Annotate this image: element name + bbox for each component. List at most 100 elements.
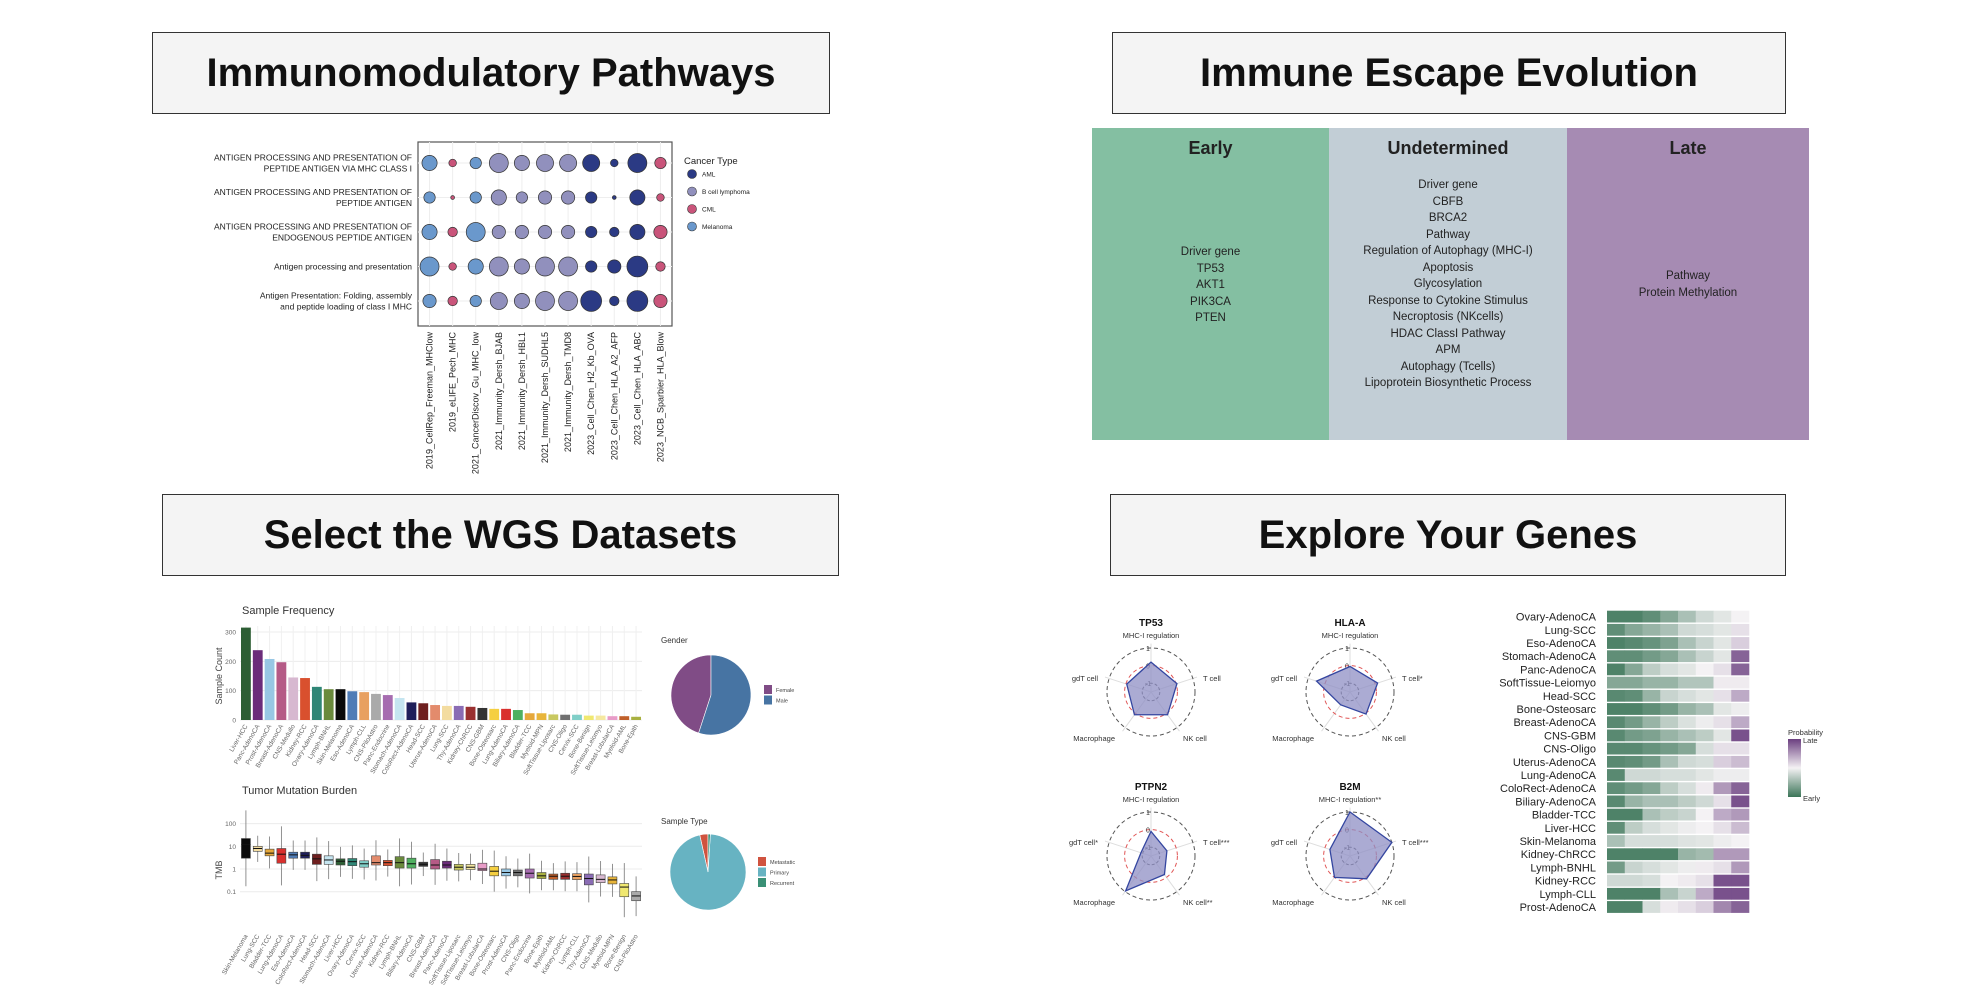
heatmap-cell xyxy=(1660,729,1679,742)
heatmap-cell xyxy=(1642,729,1661,742)
heatmap-cell xyxy=(1713,663,1732,676)
heatmap-cell xyxy=(1607,716,1626,729)
heatmap-cell xyxy=(1695,795,1714,808)
select-wgs-datasets-button[interactable]: Select the WGS Datasets xyxy=(162,494,839,576)
heatmap-cell xyxy=(1660,848,1679,861)
row-label: Lung-SCC xyxy=(1545,625,1596,637)
y-tick-label: 200 xyxy=(225,659,236,666)
box xyxy=(595,874,606,883)
column-header: Early xyxy=(1188,138,1233,158)
bar xyxy=(572,714,582,720)
legend-label: B cell lymphoma xyxy=(702,189,750,196)
heatmap-cell xyxy=(1678,742,1697,755)
legend-key xyxy=(687,169,697,179)
heatmap-cell xyxy=(1642,874,1661,887)
y-tick-label: PEPTIDE ANTIGEN xyxy=(336,198,412,208)
heatmap-cell xyxy=(1695,782,1714,795)
heatmap-cell xyxy=(1607,821,1626,834)
heatmap-cell xyxy=(1713,901,1732,913)
bar xyxy=(264,658,275,720)
row-label: Skin-Melanoma xyxy=(1520,836,1597,848)
bar xyxy=(252,650,263,720)
heatmap-cell xyxy=(1607,755,1626,768)
heatmap-cell xyxy=(1642,663,1661,676)
heatmap-cell xyxy=(1678,861,1697,874)
immunomodulatory-pathways-button[interactable]: Immunomodulatory Pathways xyxy=(152,32,830,114)
dot xyxy=(467,258,484,275)
dot xyxy=(419,256,440,277)
escape-item: Pathway xyxy=(1665,270,1711,282)
heatmap-cell xyxy=(1713,637,1732,649)
heatmap-cell xyxy=(1660,623,1679,636)
bar xyxy=(548,714,559,720)
x-tick-label: 2023_Cell_Chen_HLA_A2_AFP xyxy=(609,332,619,460)
box xyxy=(430,859,440,870)
bar xyxy=(241,627,251,720)
bar xyxy=(406,702,417,720)
heatmap-cell xyxy=(1678,716,1697,729)
heatmap-cell xyxy=(1678,808,1697,821)
heatmap-cell xyxy=(1624,821,1643,834)
heatmap-cell xyxy=(1678,835,1697,847)
heatmap-cell xyxy=(1624,663,1643,676)
heatmap-cell xyxy=(1642,716,1661,729)
immune-escape-evolution-button[interactable]: Immune Escape Evolution xyxy=(1112,32,1786,114)
heatmap-cell xyxy=(1642,703,1661,715)
heatmap-cell xyxy=(1695,716,1714,729)
axis-label: NK cell xyxy=(1382,898,1406,907)
box xyxy=(264,848,275,857)
heatmap-cell xyxy=(1642,887,1661,900)
heatmap-cell xyxy=(1731,729,1750,742)
heatmap-cell xyxy=(1642,808,1661,821)
axis-label: T cell xyxy=(1203,674,1221,683)
dot xyxy=(535,256,555,277)
card-title: Immunomodulatory Pathways xyxy=(206,50,776,95)
chart-title: B2M xyxy=(1339,782,1360,793)
dot xyxy=(423,191,436,204)
dot xyxy=(626,255,649,278)
row-label: Kidney-RCC xyxy=(1535,876,1596,888)
axis-label: Macrophage xyxy=(1272,898,1314,907)
dot xyxy=(612,195,617,200)
bar xyxy=(359,692,370,720)
heatmap-cell xyxy=(1624,716,1643,729)
heatmap-cell xyxy=(1731,703,1750,715)
bar xyxy=(536,713,547,720)
heatmap-cell xyxy=(1713,769,1732,781)
dot xyxy=(448,262,457,271)
axis-label: T cell* xyxy=(1402,674,1423,683)
timing-heatmap: Ovary-AdenoCALung-SCCEso-AdenoCAStomach-… xyxy=(1499,610,1823,914)
row-label: Biliary-AdenoCA xyxy=(1515,796,1596,808)
row-label: Kidney-ChRCC xyxy=(1521,849,1596,861)
axis-label: gdT cell xyxy=(1072,674,1098,683)
heatmap-cell xyxy=(1607,610,1626,623)
ring-0 xyxy=(1323,665,1377,719)
dot xyxy=(447,226,458,238)
y-tick-label: Antigen processing and presentation xyxy=(274,262,412,272)
explore-your-genes-button[interactable]: Explore Your Genes xyxy=(1110,494,1786,576)
heatmap-cell xyxy=(1624,835,1643,847)
dot xyxy=(627,153,648,173)
dot-plot: 2019_CellRep_Freeman_MHClow 2019_eLIFE_Pe… xyxy=(214,141,750,474)
heatmap-cell xyxy=(1624,755,1643,768)
heatmap-cell xyxy=(1607,795,1626,808)
heatmap-cell xyxy=(1624,782,1643,795)
heatmap-cell xyxy=(1678,703,1697,715)
heatmap-cell xyxy=(1695,610,1714,623)
heatmap-cell xyxy=(1660,610,1679,623)
y-tick-label: Antigen Presentation: Folding, assembly xyxy=(260,291,413,301)
heatmap-cell xyxy=(1678,676,1697,689)
heatmap-cell xyxy=(1713,782,1732,795)
heatmap-cell xyxy=(1678,901,1697,913)
heatmap-cell xyxy=(1695,742,1714,755)
heatmap-cell xyxy=(1624,769,1643,781)
heatmap-cell xyxy=(1731,742,1750,755)
heatmap-cell xyxy=(1660,650,1679,663)
heatmap-cell xyxy=(1678,755,1697,768)
radar-area xyxy=(1329,811,1393,880)
dot xyxy=(654,156,667,170)
bar xyxy=(560,714,571,720)
ring-0 xyxy=(1124,829,1178,883)
dot xyxy=(447,295,458,307)
